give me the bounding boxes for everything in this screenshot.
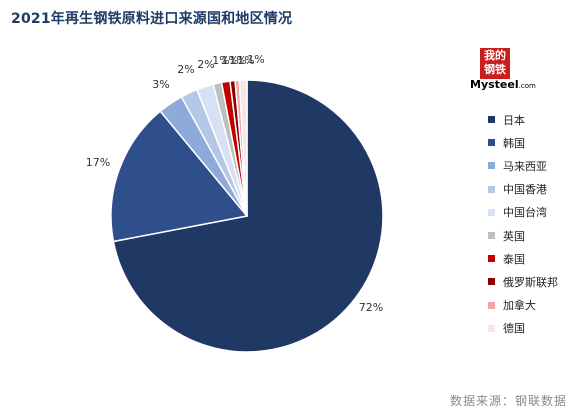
legend-swatch — [488, 324, 495, 332]
mysteel-logo: 我的 钢铁 Mysteel.com — [470, 48, 536, 91]
legend-label: 中国台湾 — [503, 206, 547, 220]
legend-label: 德国 — [503, 322, 525, 336]
legend-swatch — [488, 208, 495, 216]
legend-label: 英国 — [503, 229, 525, 243]
logo-wordmark-main: Mysteel — [470, 78, 519, 91]
pie-slice-0 — [112, 79, 384, 353]
slice-label-6: 1% — [221, 54, 238, 67]
legend-item-7: 俄罗斯联邦 — [488, 270, 558, 293]
legend-swatch — [488, 232, 495, 240]
slice-label-2: 3% — [152, 78, 169, 91]
slice-label-3: 2% — [177, 63, 194, 76]
legend-swatch — [488, 278, 495, 286]
pie-slice-1 — [110, 110, 249, 243]
logo-wordmark-suffix: .com — [518, 82, 536, 90]
legend-item-1: 韩国 — [488, 131, 558, 154]
legend-label: 加拿大 — [503, 299, 536, 313]
legend-label: 日本 — [503, 113, 525, 127]
legend-swatch — [488, 255, 495, 263]
legend-swatch — [488, 116, 495, 124]
slice-label-9: 1% — [247, 53, 264, 66]
legend-label: 韩国 — [503, 136, 525, 150]
slice-label-7: 1% — [229, 54, 246, 67]
legend-item-4: 中国台湾 — [488, 201, 558, 224]
legend-label: 中国香港 — [503, 183, 547, 197]
logo-text-top: 我的 — [484, 49, 506, 62]
logo-box: 我的 钢铁 — [480, 48, 510, 79]
chart-legend: 日本韩国马来西亚中国香港中国台湾英国泰国俄罗斯联邦加拿大德国 — [488, 108, 558, 340]
slice-label-4: 2% — [197, 58, 214, 71]
chart-title: 2021年再生钢铁原料进口来源国和地区情况 — [11, 11, 293, 27]
legend-label: 泰国 — [503, 252, 525, 266]
logo-wordmark: Mysteel.com — [470, 78, 536, 91]
legend-item-9: 德国 — [488, 317, 558, 340]
legend-label: 马来西亚 — [503, 159, 547, 173]
legend-item-6: 泰国 — [488, 247, 558, 270]
legend-swatch — [488, 301, 495, 309]
legend-item-3: 中国香港 — [488, 178, 558, 201]
slice-label-1: 17% — [86, 156, 110, 169]
legend-item-2: 马来西亚 — [488, 154, 558, 177]
slice-label-8: 1% — [237, 54, 254, 67]
legend-item-5: 英国 — [488, 224, 558, 247]
legend-swatch — [488, 162, 495, 170]
slice-label-0: 72% — [359, 301, 383, 314]
legend-swatch — [488, 139, 495, 147]
pie-slice-9 — [238, 79, 248, 217]
source-note: 数据来源：钢联数据 — [449, 394, 567, 408]
legend-item-8: 加拿大 — [488, 294, 558, 317]
legend-label: 俄罗斯联邦 — [503, 275, 558, 289]
legend-swatch — [488, 185, 495, 193]
slice-label-5: 1% — [212, 54, 229, 67]
logo-text-bottom: 钢铁 — [484, 63, 506, 76]
legend-item-0: 日本 — [488, 108, 558, 131]
